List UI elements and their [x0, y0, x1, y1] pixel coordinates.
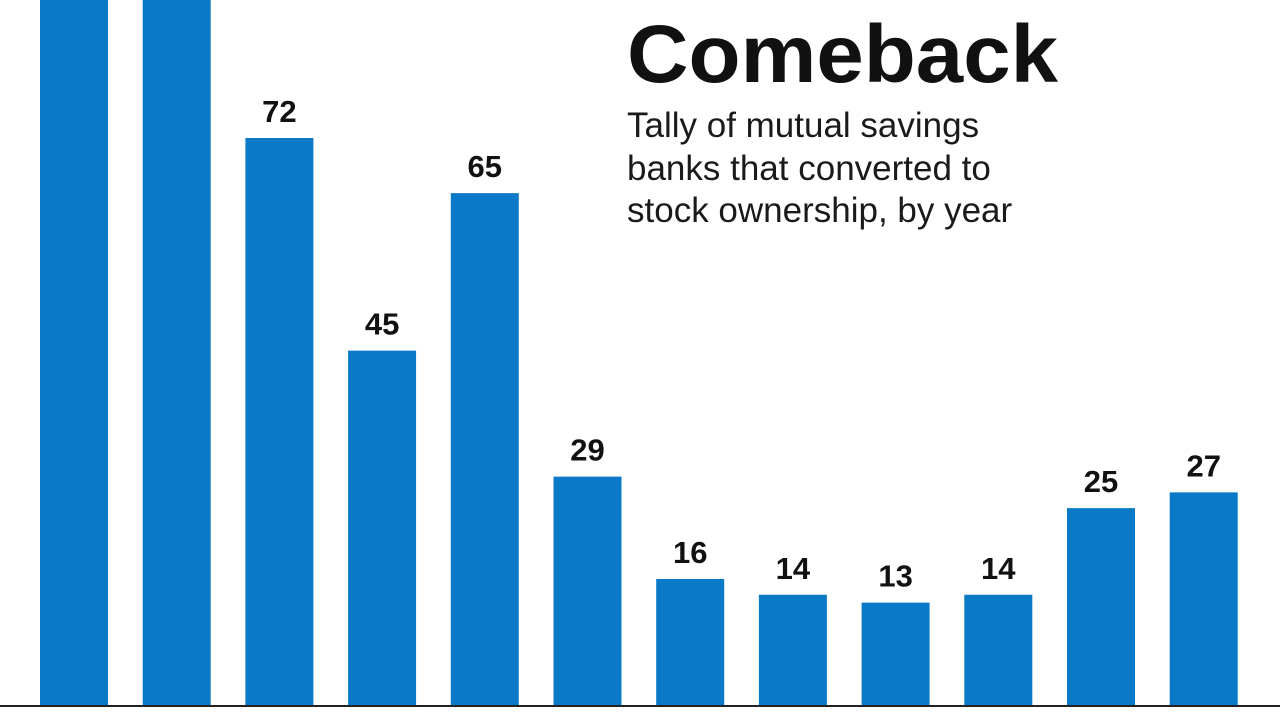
bar: [656, 579, 725, 705]
value-label: 13: [878, 559, 912, 594]
bar: [1067, 508, 1135, 705]
value-label: 14: [776, 551, 811, 586]
bar: [348, 350, 417, 705]
value-label: 16: [673, 535, 707, 570]
bar: [40, 0, 108, 705]
chart-subtitle: Tally of mutual savings: [627, 106, 979, 145]
value-label: 25: [1084, 464, 1118, 499]
value-label: 29: [570, 433, 604, 468]
value-label: 27: [1186, 448, 1220, 483]
bar: [964, 594, 1033, 705]
bar: [758, 594, 827, 705]
chart-subtitle: banks that converted to: [627, 149, 991, 188]
value-label: 65: [468, 149, 502, 184]
chart-subtitle: stock ownership, by year: [627, 191, 1013, 230]
value-label: 72: [262, 94, 296, 129]
bar: [861, 602, 930, 705]
bar: [1169, 492, 1238, 705]
value-label: 14: [981, 551, 1016, 586]
bar: [142, 0, 211, 705]
bar: [450, 193, 519, 705]
bar: [553, 476, 622, 705]
bar: [245, 138, 314, 705]
chart-title: Comeback: [627, 9, 1058, 100]
value-label: 45: [365, 307, 399, 342]
